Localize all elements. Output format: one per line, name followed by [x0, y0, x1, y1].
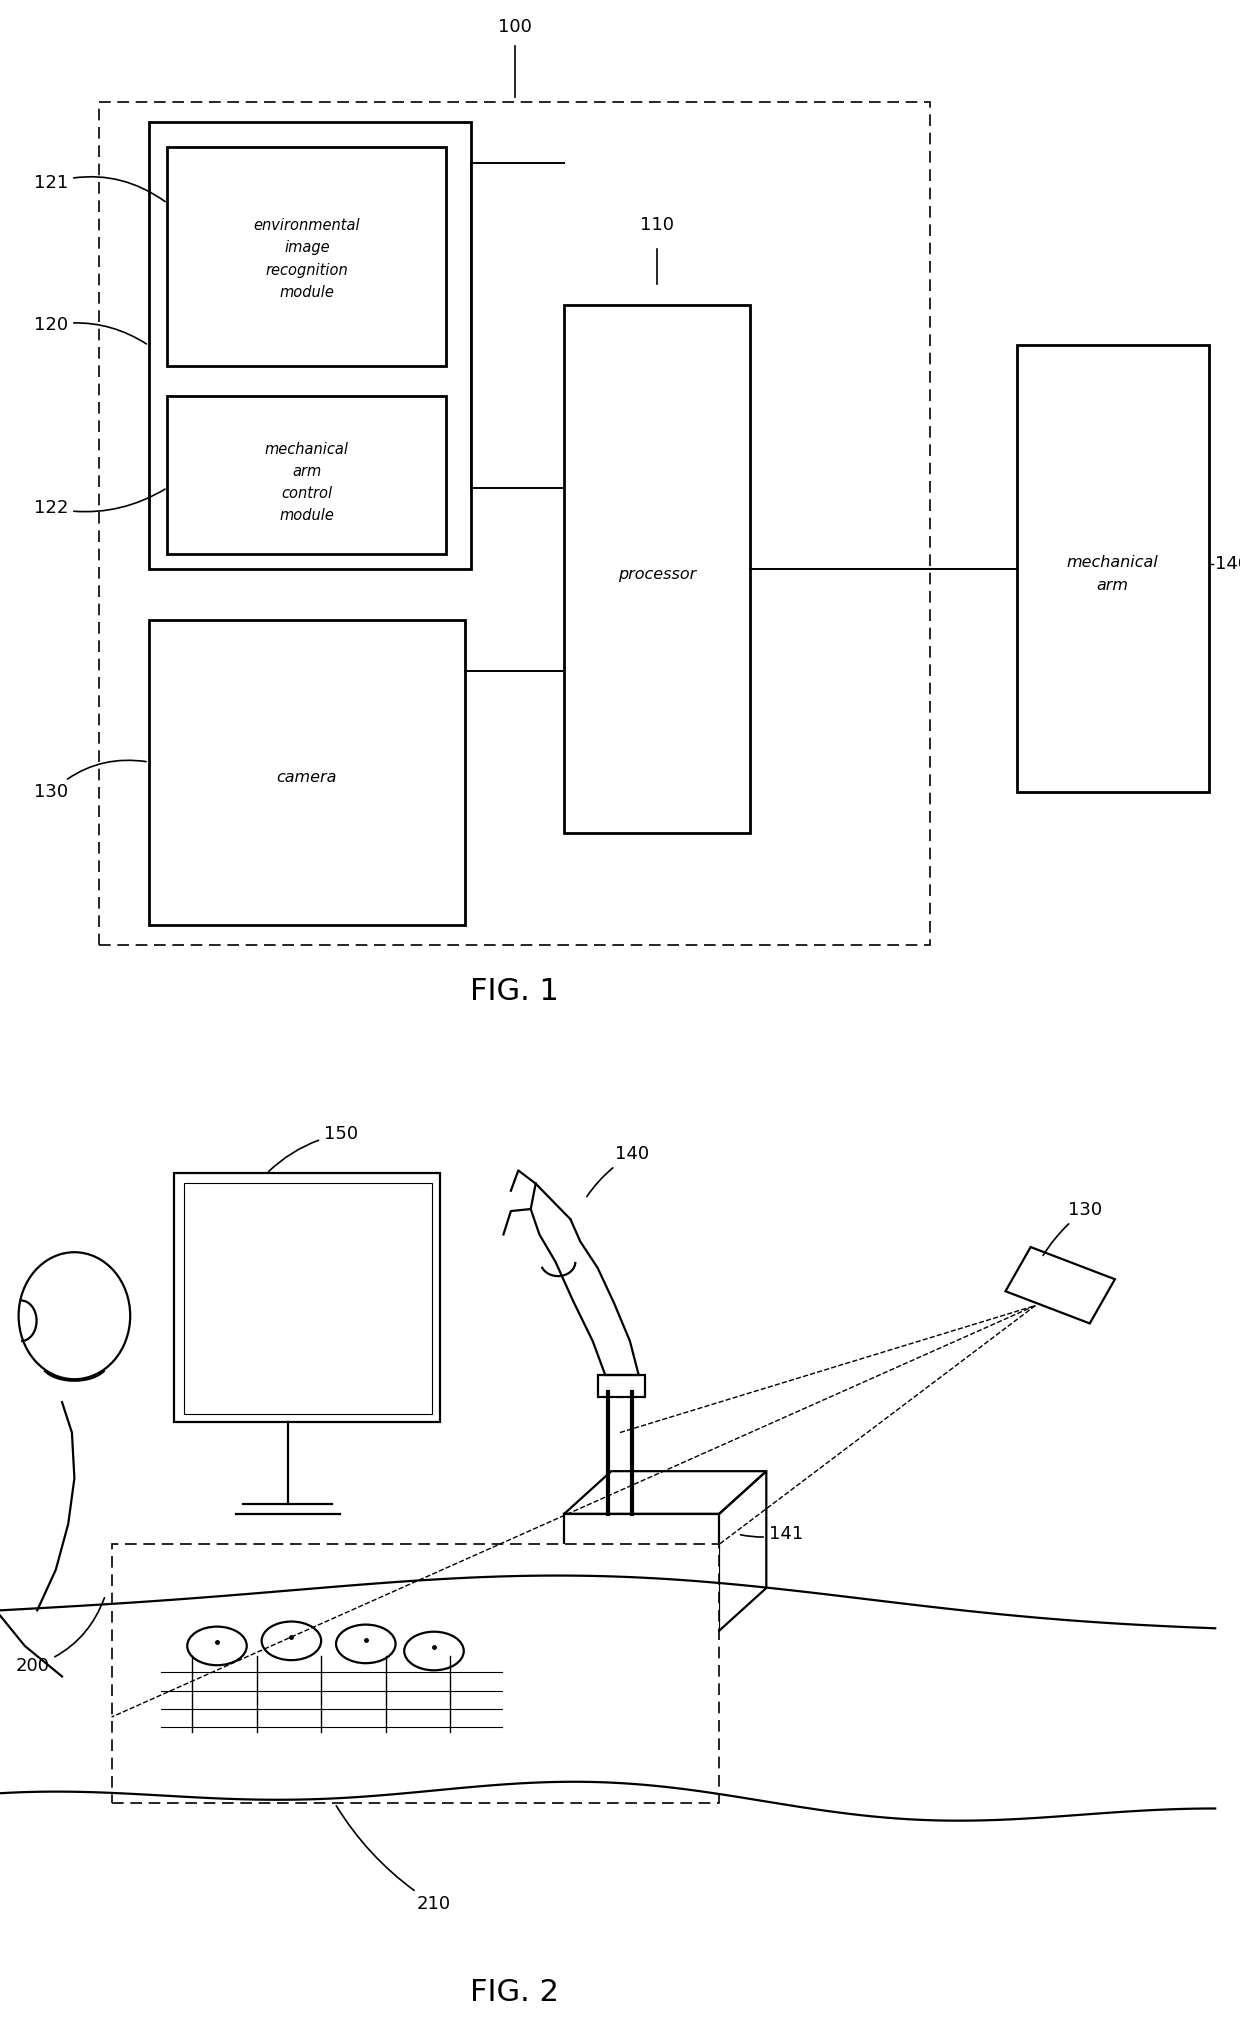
- Ellipse shape: [262, 1622, 321, 1660]
- Bar: [167, 396, 446, 555]
- Ellipse shape: [187, 1626, 247, 1666]
- Bar: [149, 122, 471, 569]
- Bar: [1017, 345, 1209, 792]
- Text: environmental
image
recognition
module: environmental image recognition module: [254, 217, 360, 301]
- Ellipse shape: [404, 1632, 464, 1670]
- Text: 100: 100: [497, 18, 532, 35]
- Text: 140: 140: [587, 1146, 650, 1197]
- Bar: [564, 1514, 719, 1630]
- Text: FIG. 2: FIG. 2: [470, 1977, 559, 2008]
- Polygon shape: [1006, 1248, 1115, 1323]
- Bar: [149, 620, 465, 925]
- Bar: [564, 305, 750, 833]
- Text: 122: 122: [33, 490, 165, 516]
- Text: mechanical
arm
control
module: mechanical arm control module: [265, 441, 348, 524]
- Text: processor: processor: [618, 567, 697, 581]
- Text: 140: 140: [1215, 555, 1240, 573]
- Text: 200: 200: [16, 1597, 104, 1674]
- Text: 121: 121: [33, 175, 165, 201]
- Text: 110: 110: [640, 215, 675, 234]
- Text: 130: 130: [1043, 1201, 1102, 1256]
- Text: camera: camera: [277, 770, 336, 784]
- Bar: [112, 1544, 719, 1804]
- Bar: [99, 102, 930, 945]
- Bar: [598, 1374, 645, 1398]
- Ellipse shape: [19, 1252, 130, 1380]
- Bar: [167, 148, 446, 366]
- Text: 120: 120: [33, 317, 146, 343]
- Text: mechanical
arm: mechanical arm: [1066, 555, 1158, 593]
- Bar: [174, 1174, 440, 1422]
- Text: 150: 150: [269, 1126, 358, 1172]
- Text: 130: 130: [33, 760, 146, 801]
- Ellipse shape: [336, 1626, 396, 1662]
- Text: 141: 141: [740, 1526, 804, 1542]
- Text: 210: 210: [336, 1806, 451, 1912]
- Text: FIG. 1: FIG. 1: [470, 977, 559, 1006]
- Bar: [184, 1183, 432, 1414]
